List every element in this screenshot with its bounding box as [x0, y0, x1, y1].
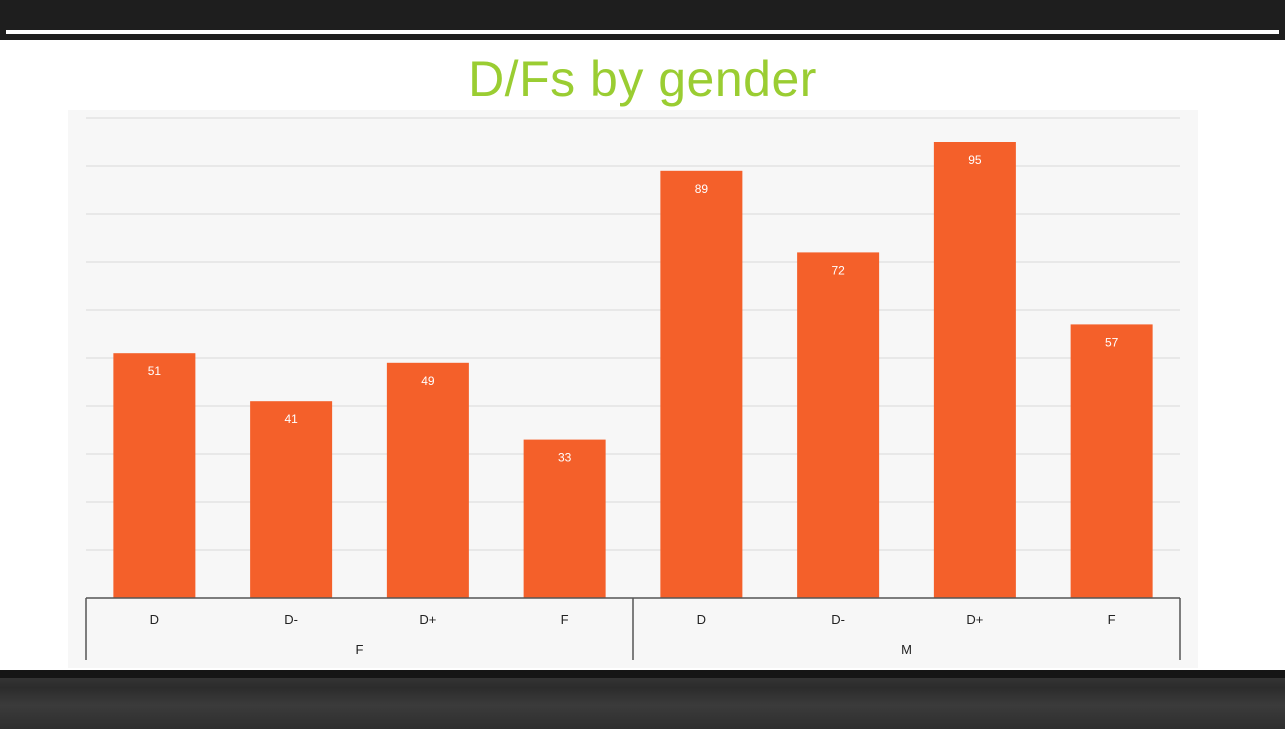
- data-label: 51: [148, 364, 162, 378]
- bar: [933, 142, 1016, 598]
- chart-title: D/Fs by gender: [468, 51, 817, 107]
- data-label: 41: [284, 412, 298, 426]
- group-label: F: [356, 642, 364, 657]
- data-label: 33: [558, 451, 572, 465]
- bar: [660, 170, 743, 599]
- data-label: 49: [421, 374, 435, 388]
- bar-chart: 51 D 41 D- 49 D+ 33 F 89 D 72 D- 95 D+ 57 F F M: [85, 117, 1181, 660]
- bar: [797, 252, 880, 598]
- category-label: D+: [419, 612, 436, 627]
- category-label: D: [697, 612, 706, 627]
- data-label: 89: [695, 182, 709, 196]
- bar: [386, 362, 469, 598]
- bar: [523, 439, 606, 598]
- bottom-frame-bar: [0, 670, 1285, 729]
- category-label: D+: [966, 612, 983, 627]
- bar: [113, 353, 196, 598]
- data-label: 57: [1105, 335, 1119, 349]
- group-label: M: [901, 642, 912, 657]
- top-frame-bar: [0, 0, 1285, 40]
- data-label: 72: [831, 263, 845, 277]
- data-label: 95: [968, 153, 982, 167]
- category-label: D-: [831, 612, 845, 627]
- category-label: D-: [284, 612, 298, 627]
- bar: [1070, 324, 1153, 598]
- category-label: F: [561, 612, 569, 627]
- category-label: D: [150, 612, 159, 627]
- category-label: F: [1108, 612, 1116, 627]
- chart-area: 51 D 41 D- 49 D+ 33 F 89 D 72 D- 95 D+ 57 F F M: [68, 110, 1198, 668]
- bar: [250, 401, 333, 598]
